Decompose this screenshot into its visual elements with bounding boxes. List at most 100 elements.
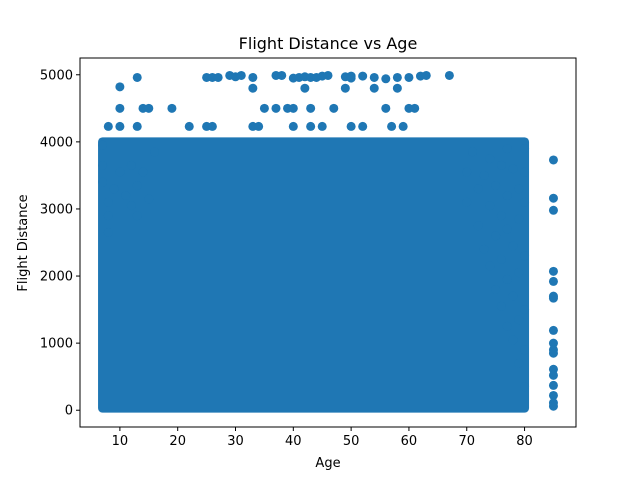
scatter-point [502, 191, 512, 201]
scatter-point [473, 221, 483, 231]
scatter-point [520, 197, 530, 207]
scatter-point [548, 401, 558, 411]
scatter-point [381, 103, 391, 113]
scatter-point [502, 321, 512, 331]
scatter-point [271, 103, 281, 113]
x-tick-label: 70 [458, 434, 475, 449]
scatter-point [306, 121, 316, 131]
scatter-point [496, 160, 506, 170]
scatter-point [358, 121, 368, 131]
scatter-point [207, 121, 217, 131]
scatter-point [132, 180, 142, 190]
scatter-point [103, 121, 113, 131]
scatter-point [548, 390, 558, 400]
scatter-point [496, 211, 506, 221]
scatter-point [248, 72, 258, 82]
scatter-point [508, 291, 518, 301]
scatter-point [132, 121, 142, 131]
scatter-point [502, 144, 512, 154]
scatter-point [346, 121, 356, 131]
scatter-point [103, 197, 113, 207]
scatter-point [491, 180, 501, 190]
scatter-point [485, 201, 495, 211]
scatter-point [508, 164, 518, 174]
scatter-point [496, 254, 506, 264]
scatter-point [288, 121, 298, 131]
scatter-point [514, 184, 524, 194]
scatter-point [213, 72, 223, 82]
scatter-point [306, 103, 316, 113]
scatter-point [317, 121, 327, 131]
scatter-point [508, 335, 518, 345]
scatter-point [491, 284, 501, 294]
scatter-point [444, 70, 454, 80]
scatter-point [126, 201, 136, 211]
scatter-point [548, 338, 558, 348]
scatter-point [485, 154, 495, 164]
x-tick-label: 50 [343, 434, 360, 449]
scatter-point [340, 83, 350, 93]
scatter-point [520, 144, 530, 154]
scatter-point [548, 380, 558, 390]
scatter-point [184, 121, 194, 131]
y-tick-label: 3000 [40, 202, 73, 217]
scatter-point [103, 227, 113, 237]
scatter-point [496, 301, 506, 311]
y-tick-label: 1000 [40, 337, 73, 352]
scatter-point [387, 121, 397, 131]
scatter-point [514, 268, 524, 278]
scatter-point [520, 305, 530, 315]
scatter-point [514, 358, 524, 368]
scatter-points [98, 70, 558, 411]
scatter-point [462, 167, 472, 177]
scatter-point [548, 325, 558, 335]
scatter-point [502, 224, 512, 234]
scatter-point [144, 103, 154, 113]
y-axis-ticks: 0 1000 2000 3000 4000 5000 [40, 68, 80, 419]
scatter-point [462, 197, 472, 207]
y-tick-label: 4000 [40, 135, 73, 150]
scatter-point [358, 71, 368, 81]
y-tick-label: 2000 [40, 270, 73, 285]
scatter-point [115, 82, 125, 92]
scatter-point [259, 103, 269, 113]
scatter-point [548, 370, 558, 380]
scatter-point [277, 70, 287, 80]
scatter-point [514, 315, 524, 325]
scatter-point [514, 214, 524, 224]
scatter-point [132, 72, 142, 82]
x-tick-label: 30 [227, 434, 244, 449]
scatter-point [398, 121, 408, 131]
scatter-point [520, 167, 530, 177]
x-tick-label: 60 [401, 434, 418, 449]
scatter-point [548, 348, 558, 358]
scatter-point [167, 103, 177, 113]
scatter-point [548, 266, 558, 276]
scatter-point [109, 184, 119, 194]
chart-title: Flight Distance vs Age [239, 34, 418, 53]
scatter-point [254, 121, 264, 131]
x-tick-label: 10 [112, 434, 129, 449]
scatter-point [300, 83, 310, 93]
scatter-point [479, 170, 489, 180]
scatter-point [548, 205, 558, 215]
scatter-point [548, 293, 558, 303]
scatter-point [548, 155, 558, 165]
scatter-point [369, 72, 379, 82]
scatter-point [121, 191, 131, 201]
scatter-point [491, 231, 501, 241]
scatter-point [520, 251, 530, 261]
scatter-point [479, 244, 489, 254]
scatter-point [98, 140, 108, 150]
scatter-point [346, 73, 356, 83]
scatter-point [520, 345, 530, 355]
scatter-point [485, 261, 495, 271]
x-axis-ticks: 10 20 30 40 50 60 70 80 [112, 427, 533, 449]
scatter-point [288, 103, 298, 113]
scatter-point [404, 72, 414, 82]
scatter-point [138, 167, 148, 177]
scatter-point [381, 74, 391, 84]
scatter-point [132, 211, 142, 221]
